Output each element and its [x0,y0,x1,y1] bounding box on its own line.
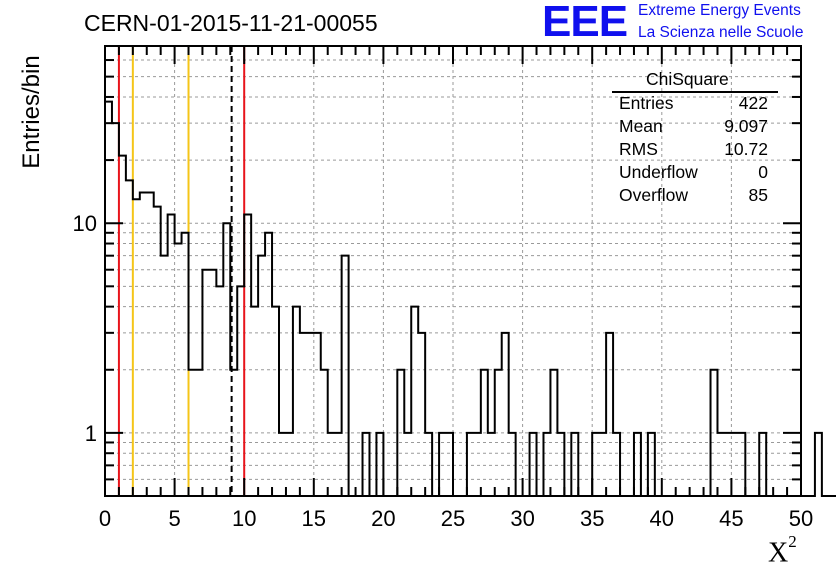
stats-label-overflow: Overflow [619,185,689,205]
x-tick-label: 15 [302,506,326,531]
x-tick-label: 20 [371,506,395,531]
x-axis-label: X2 [768,532,797,569]
stats-label-rms: RMS [619,139,658,159]
stats-value-entries: 422 [738,93,768,113]
stats-value-rms: 10.72 [724,139,768,159]
x-tick-label: 40 [650,506,674,531]
reference-lines [117,46,246,496]
y-tick-label: 10 [73,211,97,236]
stats-value-underflow: 0 [758,162,768,182]
x-tick-label: 35 [580,506,604,531]
stats-label-underflow: Underflow [619,162,698,182]
stats-label-mean: Mean [619,116,663,136]
axis-ticks [104,46,802,496]
x-tick-label: 30 [510,506,534,531]
x-tick-labels: 0 5 10 15 20 25 30 35 40 45 50 [99,506,813,531]
logo-subtitle-1: Extreme Energy Events [638,2,801,19]
y-axis-label: Entries/bin [18,55,45,169]
stats-value-overflow: 85 [748,185,768,205]
x-tick-label: 50 [789,506,813,531]
stats-title: ChiSquare [646,69,729,89]
stats-value-mean: 9.097 [724,116,768,136]
stats-label-entries: Entries [619,93,674,113]
x-tick-label: 45 [719,506,743,531]
histogram-step-line [104,100,836,497]
y-tick-labels: 1 10 [73,211,97,446]
x-tick-label: 5 [168,506,180,531]
logo-subtitle-2: La Scienza nelle Scuole [638,24,804,41]
y-tick-label: 1 [85,421,97,446]
x-tick-label: 0 [99,506,111,531]
eee-logo: EEE [542,0,628,46]
grid-lines [105,46,801,496]
x-tick-label: 10 [232,506,256,531]
run-title: CERN-01-2015-11-21-00055 [84,10,378,36]
x-tick-label: 25 [441,506,465,531]
